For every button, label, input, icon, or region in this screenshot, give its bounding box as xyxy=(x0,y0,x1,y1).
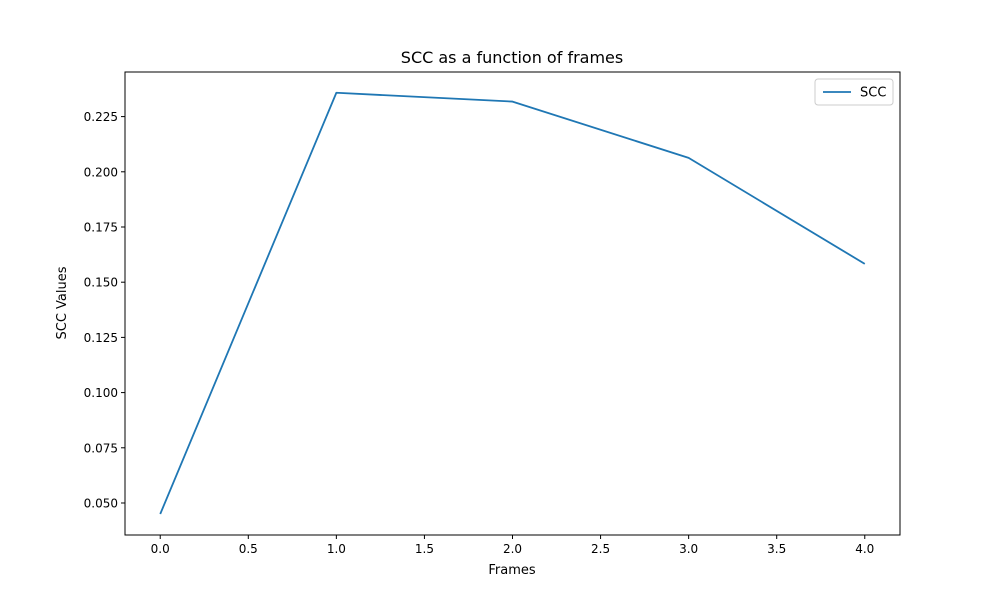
x-axis: 0.0 0.5 1.0 1.5 2.0 2.5 3.0 3.5 4.0 xyxy=(151,535,874,556)
x-tick-label: 3.5 xyxy=(767,542,786,556)
legend: SCC xyxy=(814,78,894,106)
x-tick-label: 1.5 xyxy=(415,542,434,556)
y-tick-label: 0.225 xyxy=(84,110,118,124)
plot-frame xyxy=(124,71,901,536)
x-tick-label: 2.0 xyxy=(503,542,522,556)
chart-title: SCC as a function of frames xyxy=(401,48,623,67)
y-axis: 0.050 0.075 0.100 0.125 0.150 0.175 0.200 0.225 xyxy=(84,110,125,510)
y-tick-label: 0.100 xyxy=(84,386,118,400)
y-tick-label: 0.200 xyxy=(84,165,118,179)
y-tick-label: 0.125 xyxy=(84,331,118,345)
y-tick-label: 0.050 xyxy=(84,496,118,510)
series-layer xyxy=(159,91,866,515)
x-tick-label: 3.0 xyxy=(679,542,698,556)
x-tick-label: 1.0 xyxy=(327,542,346,556)
x-axis-label: Frames xyxy=(488,563,536,578)
x-tick-label: 4.0 xyxy=(855,542,874,556)
y-axis-label: SCC Values xyxy=(55,266,70,339)
y-tick-label: 0.175 xyxy=(84,220,118,234)
x-tick-label: 2.5 xyxy=(591,542,610,556)
series-line-scc xyxy=(159,91,866,515)
legend-entry: SCC xyxy=(860,86,886,101)
x-tick-label: 0.5 xyxy=(239,542,258,556)
legend-box xyxy=(814,78,894,106)
x-tick-label: 0.0 xyxy=(151,542,170,556)
y-tick-label: 0.075 xyxy=(84,441,118,455)
y-tick-label: 0.150 xyxy=(84,276,118,290)
